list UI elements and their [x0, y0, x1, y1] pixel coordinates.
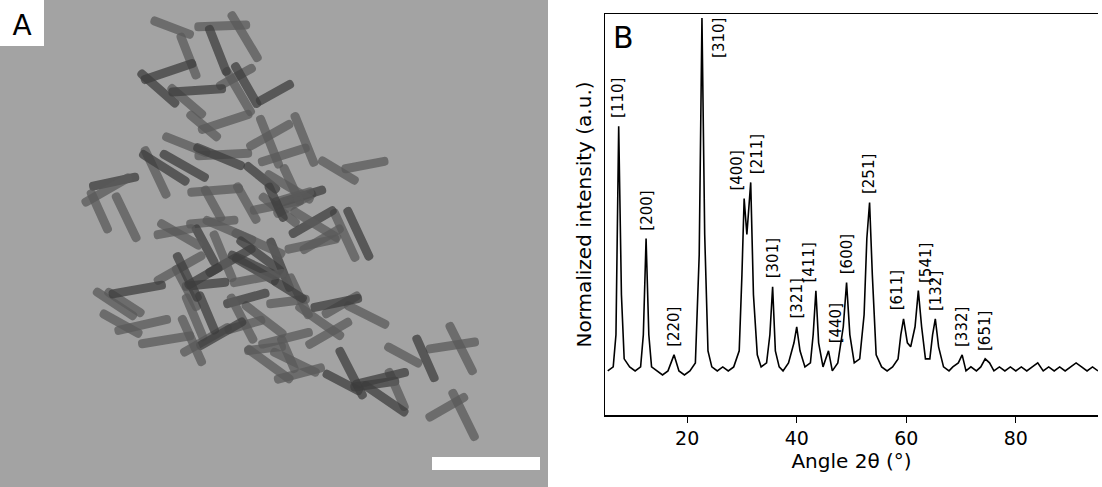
svg-text:B: B: [613, 20, 634, 55]
svg-text:[600]: [600]: [838, 234, 856, 274]
svg-text:Normalized intensity (a.u.): Normalized intensity (a.u.): [572, 81, 596, 347]
svg-text:[541]: [541]: [917, 243, 935, 283]
svg-text:20: 20: [675, 427, 699, 449]
svg-text:[321]: [321]: [788, 278, 806, 318]
svg-text:[332]: [332]: [953, 307, 971, 347]
svg-text:[132]: [132]: [927, 271, 945, 311]
svg-text:80: 80: [1004, 427, 1028, 449]
svg-text:Angle 2θ (°): Angle 2θ (°): [791, 449, 911, 473]
svg-text:[651]: [651]: [976, 311, 994, 351]
svg-text:[301]: [301]: [764, 238, 782, 278]
svg-text:[251]: [251]: [860, 154, 878, 194]
svg-text:[400]: [400]: [728, 150, 746, 190]
svg-text:A: A: [12, 9, 31, 42]
svg-text:[211]: [211]: [748, 134, 766, 174]
svg-text:[110]: [110]: [609, 78, 627, 118]
svg-text:[310]: [310]: [710, 18, 728, 58]
svg-text:[200]: [200]: [638, 190, 656, 230]
svg-text:[440]: [440]: [827, 303, 845, 343]
svg-text:60: 60: [894, 427, 918, 449]
svg-text:[220]: [220]: [665, 307, 683, 347]
svg-text:[611]: [611]: [888, 270, 906, 310]
svg-text:[411]: [411]: [800, 242, 818, 282]
svg-text:40: 40: [785, 427, 809, 449]
